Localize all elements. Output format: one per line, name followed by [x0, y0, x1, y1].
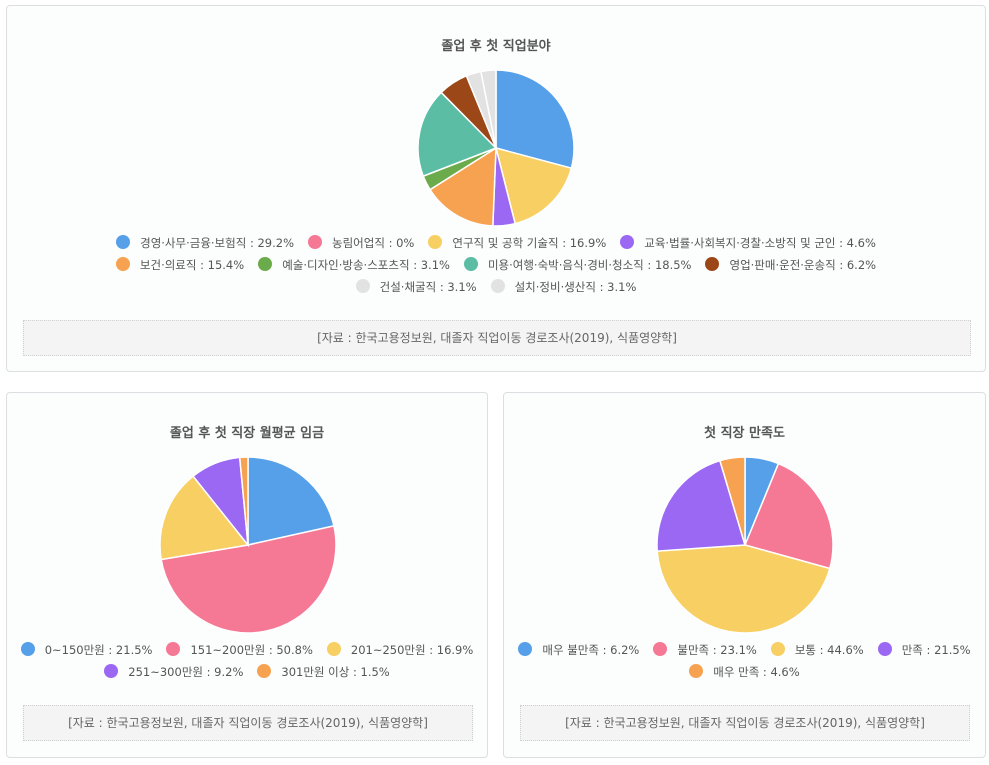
legend-label: 설치·정비·생산직 : 3.1% — [514, 280, 637, 294]
legend-swatch — [104, 664, 119, 678]
legend-swatch — [877, 642, 892, 656]
pie-slice[interactable] — [495, 69, 575, 170]
chart-title: 졸업 후 첫 직업분야 — [441, 39, 551, 54]
chart-legend: 0~150만원 : 21.5% 151~200만원 : 50.8% 201~250만… — [7, 639, 487, 683]
legend-item[interactable]: 예술·디자인·방송·스포츠직 : 3.1% — [258, 254, 450, 276]
legend-item[interactable]: 0~150만원 : 21.5% — [20, 639, 153, 661]
legend-item[interactable]: 불만족 : 23.1% — [653, 639, 757, 661]
pie-slice[interactable] — [417, 91, 498, 178]
legend-swatch — [355, 279, 370, 293]
legend-row: 0~150만원 : 21.5% 151~200만원 : 50.8% 201~250만… — [7, 639, 487, 661]
legend-swatch — [257, 664, 272, 678]
legend-swatch — [620, 235, 635, 249]
legend-swatch — [689, 664, 704, 678]
legend-label: 예술·디자인·방송·스포츠직 : 3.1% — [282, 258, 450, 272]
legend-label: 영업·판매·운전·운송직 : 6.2% — [729, 258, 877, 272]
pie-slice[interactable] — [656, 544, 831, 634]
legend-label: 151~200만원 : 50.8% — [190, 643, 313, 657]
legend-label: 연구직 및 공학 기술직 : 16.9% — [452, 236, 607, 250]
legend-label: 보건·의료직 : 15.4% — [139, 258, 245, 272]
legend-row: 매우 만족 : 4.6% — [504, 661, 985, 683]
legend-item[interactable]: 매우 불만족 : 6.2% — [518, 639, 639, 661]
legend-item[interactable]: 건설·채굴직 : 3.1% — [355, 276, 477, 298]
legend-swatch — [166, 642, 181, 656]
pie-slice[interactable] — [247, 456, 335, 546]
legend-label: 0~150만원 : 21.5% — [44, 643, 153, 657]
legend-item[interactable]: 보건·의료직 : 15.4% — [115, 254, 245, 276]
pie-slice[interactable] — [238, 456, 249, 546]
legend-label: 건설·채굴직 : 3.1% — [379, 280, 477, 294]
source-note: [자료 : 한국고용정보원, 대졸자 직업이동 경로조사(2019), 식품영양… — [23, 705, 473, 741]
legend-row: 251~300만원 : 9.2% 301만원 이상 : 1.5% — [7, 661, 487, 683]
legend-item[interactable]: 연구직 및 공학 기술직 : 16.9% — [428, 232, 606, 254]
legend-item[interactable]: 보통 : 44.6% — [770, 639, 864, 661]
pie-slice[interactable] — [480, 69, 497, 149]
pie-slice[interactable] — [656, 459, 746, 552]
legend-label: 농림어업직 : 0% — [332, 236, 415, 250]
legend-swatch — [115, 257, 130, 271]
legend-item[interactable]: 경영·사무·금융·보험직 : 29.2% — [116, 232, 294, 254]
legend-item[interactable]: 251~300만원 : 9.2% — [104, 661, 243, 683]
chart-title: 졸업 후 첫 직장 월평균 임금 — [169, 426, 325, 441]
legend-swatch — [770, 642, 785, 656]
legend-label: 매우 만족 : 4.6% — [713, 665, 800, 679]
legend-label: 251~300만원 : 9.2% — [128, 665, 244, 679]
chart-card-first-job-field: 졸업 후 첫 직업분야 경영·사무·금융·보험직 : 29.2% 농림어업직 : … — [6, 5, 986, 372]
pie-slice[interactable] — [159, 475, 250, 561]
legend-swatch — [258, 257, 273, 271]
legend-row: 보건·의료직 : 15.4% 예술·디자인·방송·스포츠직 : 3.1% 미용·여행… — [7, 254, 985, 276]
pie-slice[interactable] — [429, 146, 497, 227]
chart-card-job-satisfaction: 첫 직장 만족도 매우 불만족 : 6.2% 불만족 : 23.1% 보통 : 44… — [503, 392, 986, 758]
legend-swatch — [653, 642, 668, 656]
legend-item[interactable]: 201~250만원 : 16.9% — [326, 639, 474, 661]
legend-swatch — [20, 642, 35, 656]
pie-chart — [159, 456, 337, 634]
pie-chart — [417, 69, 575, 227]
pie-slice[interactable] — [743, 462, 834, 570]
legend-label: 매우 불만족 : 6.2% — [542, 643, 640, 657]
legend-swatch — [463, 257, 478, 271]
source-note: [자료 : 한국고용정보원, 대졸자 직업이동 경로조사(2019), 식품영양… — [23, 320, 971, 356]
legend-item[interactable]: 만족 : 21.5% — [877, 639, 971, 661]
legend-label: 301만원 이상 : 1.5% — [281, 665, 390, 679]
legend-swatch — [116, 235, 131, 249]
legend-swatch — [518, 642, 533, 656]
legend-label: 201~250만원 : 16.9% — [350, 643, 474, 657]
chart-legend: 경영·사무·금융·보험직 : 29.2% 농림어업직 : 0% 연구직 및 공학 기… — [7, 232, 985, 298]
legend-row: 경영·사무·금융·보험직 : 29.2% 농림어업직 : 0% 연구직 및 공학 기… — [7, 232, 985, 254]
legend-item[interactable]: 교육·법률·사회복지·경찰·소방직 및 군인 : 4.6% — [620, 232, 876, 254]
legend-label: 교육·법률·사회복지·경찰·소방직 및 군인 : 4.6% — [644, 236, 876, 250]
legend-item[interactable]: 미용·여행·숙박·음식·경비·청소직 : 18.5% — [463, 254, 692, 276]
legend-swatch — [428, 235, 443, 249]
legend-label: 미용·여행·숙박·음식·경비·청소직 : 18.5% — [487, 258, 692, 272]
chart-card-first-salary: 졸업 후 첫 직장 월평균 임금 0~150만원 : 21.5% 151~200만… — [6, 392, 488, 758]
legend-swatch — [326, 642, 341, 656]
legend-item[interactable]: 농림어업직 : 0% — [308, 232, 414, 254]
legend-item[interactable]: 151~200만원 : 50.8% — [166, 639, 313, 661]
legend-item[interactable]: 설치·정비·생산직 : 3.1% — [490, 276, 637, 298]
legend-item[interactable]: 매우 만족 : 4.6% — [689, 661, 800, 683]
legend-row: 건설·채굴직 : 3.1% 설치·정비·생산직 : 3.1% — [7, 276, 985, 298]
pie-slice[interactable] — [494, 146, 573, 225]
legend-label: 만족 : 21.5% — [901, 643, 971, 657]
legend-label: 보통 : 44.6% — [794, 643, 864, 657]
legend-item[interactable]: 영업·판매·운전·운송직 : 6.2% — [705, 254, 876, 276]
legend-swatch — [490, 279, 505, 293]
legend-row: 매우 불만족 : 6.2% 불만족 : 23.1% 보통 : 44.6% 만족 : 2… — [504, 639, 985, 661]
legend-swatch — [705, 257, 720, 271]
legend-label: 경영·사무·금융·보험직 : 29.2% — [140, 236, 295, 250]
pie-slice[interactable] — [718, 456, 746, 546]
legend-swatch — [308, 235, 323, 249]
chart-title: 첫 직장 만족도 — [704, 426, 785, 441]
pie-chart — [656, 456, 834, 634]
chart-legend: 매우 불만족 : 6.2% 불만족 : 23.1% 보통 : 44.6% 만족 : 2… — [504, 639, 985, 683]
legend-label: 불만족 : 23.1% — [677, 643, 757, 657]
legend-item[interactable]: 301만원 이상 : 1.5% — [257, 661, 390, 683]
source-note: [자료 : 한국고용정보원, 대졸자 직업이동 경로조사(2019), 식품영양… — [520, 705, 970, 741]
